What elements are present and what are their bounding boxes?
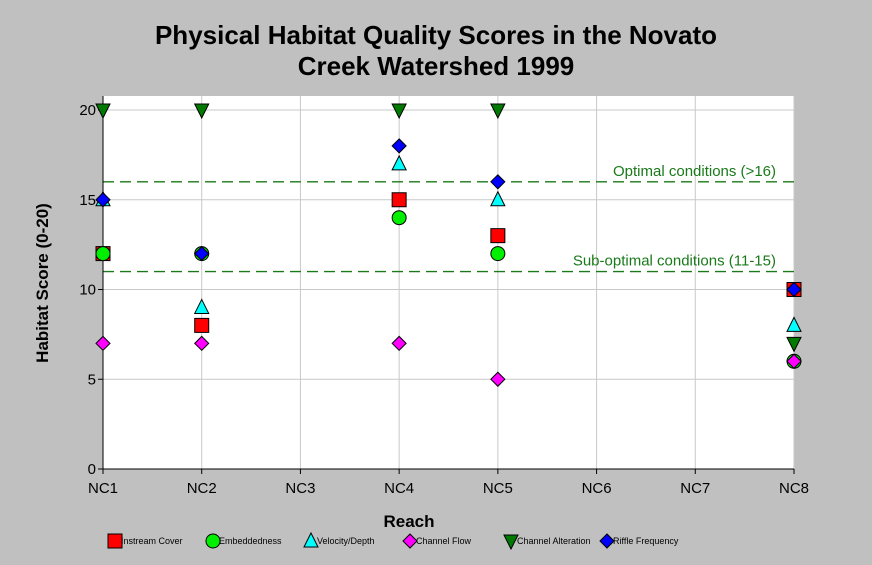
data-point-channel-alteration <box>391 103 407 120</box>
legend-label: Embeddedness <box>219 536 282 546</box>
y-tick-label: 20 <box>79 102 96 119</box>
y-axis-title: Habitat Score (0-20) <box>33 203 52 363</box>
data-point-riffle-frequency <box>490 174 506 190</box>
data-point-riffle-frequency <box>391 138 407 154</box>
legend-item: Channel Alteration <box>503 534 591 551</box>
data-point-channel-flow <box>786 353 802 370</box>
chart-title-line-2: Creek Watershed 1999 <box>297 51 575 81</box>
legend-label: Channel Alteration <box>517 536 591 546</box>
data-point-channel-alteration <box>490 103 506 120</box>
data-point-velocity-depth <box>391 154 407 171</box>
data-point-velocity-depth <box>490 190 506 207</box>
legend-item: Embeddedness <box>205 533 282 549</box>
data-marks <box>95 103 802 387</box>
x-tick-label: NC2 <box>187 480 217 497</box>
data-point-channel-alteration <box>193 103 210 120</box>
chart-title-line-1: Physical Habitat Quality Scores in the N… <box>154 20 718 50</box>
data-point-instream-cover <box>391 192 407 208</box>
legend-marker <box>599 533 615 549</box>
legend-label: Riffle Frequency <box>613 536 679 546</box>
legend-label: Instream Cover <box>121 536 183 546</box>
x-tick-label: NC7 <box>680 480 710 497</box>
plot-area <box>103 96 794 469</box>
legend-marker <box>503 534 519 551</box>
y-tick-label: 5 <box>88 371 96 388</box>
legend-marker <box>107 533 123 549</box>
x-tick-label: NC4 <box>384 480 414 497</box>
y-tick-label: 15 <box>79 192 96 209</box>
legend-marker <box>205 533 221 549</box>
x-tick-label: NC5 <box>483 480 513 497</box>
x-axis-title: Reach <box>383 512 434 531</box>
data-point-embeddedness <box>490 246 506 262</box>
data-point-velocity-depth <box>786 316 802 332</box>
data-point-channel-flow <box>391 335 407 352</box>
x-tick-label: NC3 <box>285 480 315 497</box>
axes: NC1 NC2 NC3 NC4 NC5 NC6 NC7 NC8 0 5 10 15 20 <box>79 96 809 497</box>
data-point-embeddedness <box>95 246 111 262</box>
data-point-embeddedness <box>391 210 407 226</box>
legend-label: Velocity/Depth <box>317 536 375 546</box>
legend: Instream Cover Embeddedness Velocity/Depth… <box>107 531 679 551</box>
legend-marker <box>402 533 418 549</box>
legend-item: Riffle Frequency <box>599 533 679 549</box>
legend-label: Channel Flow <box>416 536 472 546</box>
x-tick-label: NC8 <box>779 480 809 497</box>
data-point-riffle-frequency <box>95 192 111 208</box>
data-point-channel-flow <box>95 335 111 352</box>
data-point-channel-alteration <box>786 336 802 353</box>
reference-lines: Optimal conditions (>16) Sub-optimal cond… <box>103 163 794 273</box>
data-point-channel-flow <box>490 371 506 387</box>
data-point-instream-cover <box>194 317 210 333</box>
legend-marker <box>303 531 319 548</box>
reference-line-label: Sub-optimal conditions (11-15) <box>573 253 776 270</box>
legend-item: Channel Flow <box>402 533 472 549</box>
chart-title: Physical Habitat Quality Scores in the N… <box>0 20 872 82</box>
y-tick-label: 10 <box>79 282 96 299</box>
data-point-channel-flow <box>194 335 210 352</box>
reference-line-label: Optimal conditions (>16) <box>613 163 776 180</box>
data-point-riffle-frequency <box>194 245 210 262</box>
data-point-instream-cover <box>490 228 506 244</box>
data-point-riffle-frequency <box>786 281 802 298</box>
x-tick-label: NC6 <box>582 480 612 497</box>
data-point-velocity-depth <box>193 298 210 314</box>
y-tick-label: 0 <box>88 461 96 478</box>
legend-item: Instream Cover <box>107 533 183 549</box>
legend-item: Velocity/Depth <box>303 531 375 548</box>
x-tick-label: NC1 <box>88 480 118 497</box>
data-point-channel-alteration <box>95 103 111 120</box>
